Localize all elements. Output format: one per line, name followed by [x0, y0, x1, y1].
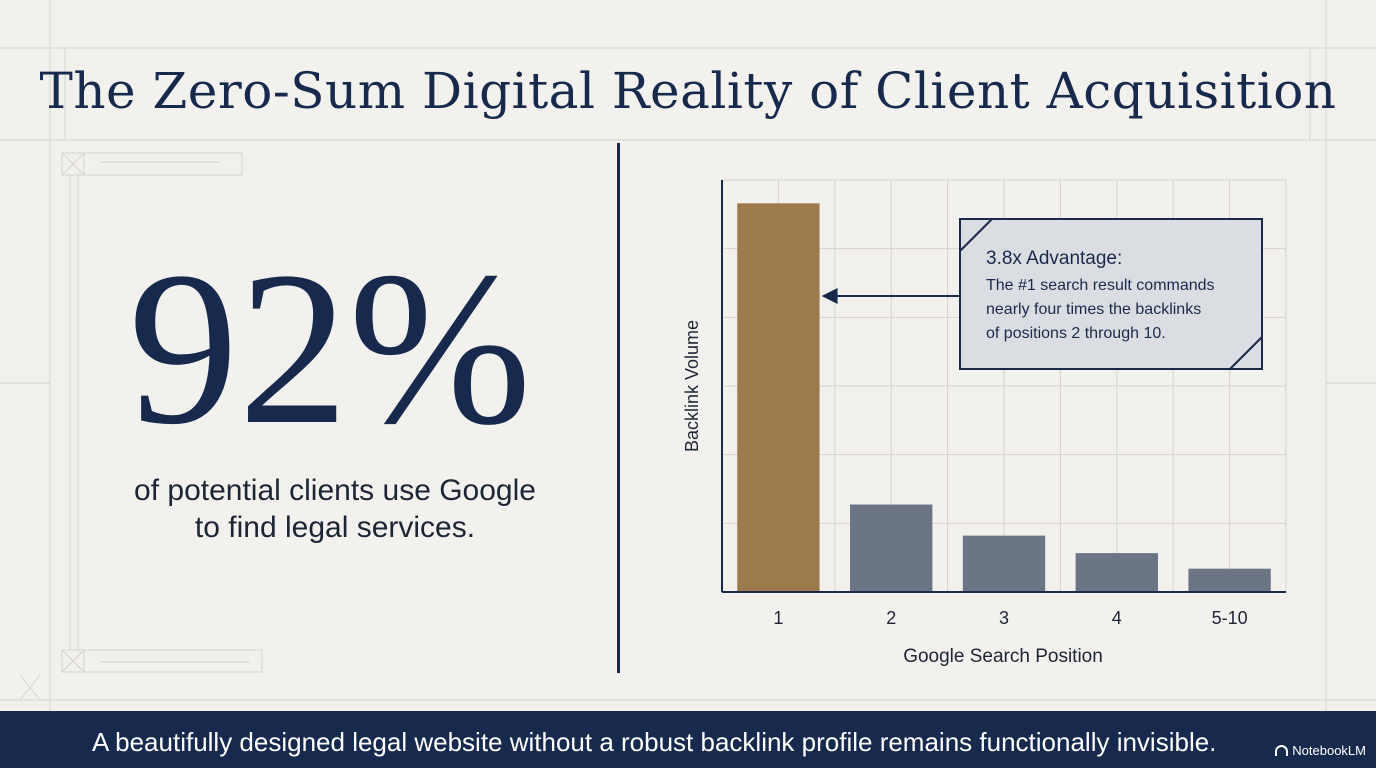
- callout-corner-top-left: [959, 218, 993, 252]
- y-axis-title: Backlink Volume: [682, 320, 702, 452]
- headline-stat: 92%: [128, 226, 532, 470]
- x-tick-label: 3: [999, 608, 1009, 628]
- bar-position-1: [737, 203, 820, 593]
- bar-position-4: [1075, 553, 1158, 592]
- annotation-arrow-head: [821, 288, 838, 304]
- x-tick-label: 5-10: [1212, 608, 1248, 628]
- stat-caption-line-1: of potential clients use Google: [134, 474, 536, 507]
- annotation-line: The #1 search result commands: [986, 277, 1215, 294]
- stat-caption-line-2: to find legal services.: [194, 511, 476, 544]
- annotation-line: of positions 2 through 10.: [986, 325, 1166, 342]
- x-axis-title: Google Search Position: [903, 646, 1103, 667]
- brand-name: NotebookLM: [1292, 743, 1366, 758]
- footer-banner: A beautifully designed legal website wit…: [0, 711, 1376, 768]
- bar-position-5-10: [1188, 568, 1271, 592]
- x-tick-label: 4: [1112, 608, 1122, 628]
- stat-caption: of potential clients use Google to find …: [60, 472, 610, 546]
- x-tick-label: 1: [773, 608, 783, 628]
- notebooklm-logo-icon: [1275, 745, 1289, 756]
- bar-position-3: [962, 535, 1046, 592]
- bar-position-2: [850, 504, 933, 592]
- section-divider: [617, 143, 620, 673]
- annotation-line: nearly four times the backlinks: [986, 301, 1201, 318]
- page-title: The Zero-Sum Digital Reality of Client A…: [39, 62, 1337, 120]
- annotation-callout-box: [959, 218, 1263, 370]
- brand-badge: NotebookLM: [1271, 743, 1366, 758]
- callout-corner-bottom-right: [1229, 336, 1263, 370]
- backlink-bar-chart: 1 2 3 4 5-10 Google Search Position Backlink V…: [682, 179, 1287, 667]
- annotation-title: 3.8x Advantage:: [986, 248, 1122, 269]
- x-tick-label: 2: [886, 608, 896, 628]
- footer-message: A beautifully designed legal website wit…: [92, 727, 1217, 757]
